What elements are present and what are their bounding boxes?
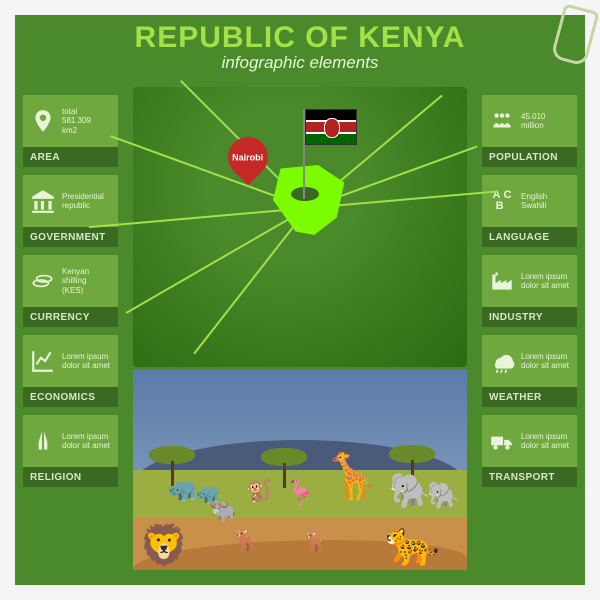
left-column: total581.309km2 AREA Presidentialrepublic G… bbox=[23, 95, 118, 495]
tile-currency: Kenyanshilling(KES) CURRENCY bbox=[23, 255, 118, 327]
safari-scene: 🦏🦏🐃🐒🦩🦒🐘🐘🦁🦌🦌🐆 bbox=[133, 370, 467, 570]
tile-label: TRANSPORT bbox=[482, 467, 577, 487]
ray bbox=[193, 207, 308, 354]
animal-icon: 🐆 bbox=[385, 522, 440, 566]
tile-text: total581.309km2 bbox=[62, 107, 112, 135]
page-subtitle: infographic elements bbox=[15, 53, 585, 73]
frame: REPUBLIC OF KENYA infographic elements t… bbox=[15, 15, 585, 585]
tile-label: WEATHER bbox=[482, 387, 577, 407]
kenya-flag-icon bbox=[305, 109, 357, 145]
capital-pin-icon: Nairobi bbox=[220, 129, 277, 186]
tile-area: total581.309km2 AREA bbox=[23, 95, 118, 167]
animal-icon: 🐘 bbox=[389, 474, 431, 508]
right-column: 45.010millionPOPULATIONA C BEnglishSwahi… bbox=[482, 95, 577, 495]
flag-base bbox=[291, 187, 319, 201]
tile-label: INDUSTRY bbox=[482, 307, 577, 327]
animal-icon: 🐃 bbox=[209, 500, 236, 522]
animal-icon: 🦌 bbox=[301, 530, 328, 552]
chart-icon bbox=[29, 347, 57, 375]
gov-icon bbox=[29, 187, 57, 215]
tile-text: Kenyanshilling(KES) bbox=[62, 267, 112, 295]
tile-text: Lorem ipsumdolor sit amet bbox=[521, 272, 571, 290]
animal-icon: 🦒 bbox=[323, 452, 380, 498]
tile-label: LANGUAGE bbox=[482, 227, 577, 247]
people-icon bbox=[488, 107, 516, 135]
tile-label: ECONOMICS bbox=[23, 387, 118, 407]
tile-language: A C BEnglishSwahiliLANGUAGE bbox=[482, 175, 577, 247]
tile-label: RELIGION bbox=[23, 467, 118, 487]
tile-label: CURRENCY bbox=[23, 307, 118, 327]
tile-text: Lorem ipsumdolor sit amet bbox=[62, 352, 112, 370]
tile-religion: Lorem ipsumdolor sit amet RELIGION bbox=[23, 415, 118, 487]
animal-icon: 🦏 bbox=[167, 478, 197, 502]
tile-economics: Lorem ipsumdolor sit amet ECONOMICS bbox=[23, 335, 118, 407]
tile-transport: Lorem ipsumdolor sit amet TRANSPORT bbox=[482, 415, 577, 487]
tile-label: AREA bbox=[23, 147, 118, 167]
animal-icon: 🦁 bbox=[139, 526, 189, 566]
animal-icon: 🐒 bbox=[245, 480, 272, 502]
tile-population: 45.010million POPULATION bbox=[482, 95, 577, 167]
animal-icon: 🦩 bbox=[285, 482, 315, 506]
tile-weather: Lorem ipsumdolor sit amet WEATHER bbox=[482, 335, 577, 407]
tile-label: GOVERNMENT bbox=[23, 227, 118, 247]
rain-icon bbox=[488, 347, 516, 375]
tile-text: Lorem ipsumdolor sit amet bbox=[521, 432, 571, 450]
capital-label: Nairobi bbox=[232, 152, 263, 162]
page-title: REPUBLIC OF KENYA bbox=[15, 21, 585, 55]
animal-icon: 🐘 bbox=[427, 482, 459, 508]
map-panel: Nairobi bbox=[133, 87, 467, 367]
tile-industry: Lorem ipsumdolor sit amet INDUSTRY bbox=[482, 255, 577, 327]
tile-text: EnglishSwahili bbox=[521, 192, 571, 210]
tile-text: Presidentialrepublic bbox=[62, 192, 112, 210]
tile-text: Lorem ipsumdolor sit amet bbox=[62, 432, 112, 450]
truck-icon bbox=[488, 427, 516, 455]
infographic-canvas: REPUBLIC OF KENYA infographic elements t… bbox=[0, 0, 600, 600]
coins-icon bbox=[29, 267, 57, 295]
tile-text: 45.010million bbox=[521, 112, 571, 130]
tile-government: Presidentialrepublic GOVERNMENT bbox=[23, 175, 118, 247]
pray-icon bbox=[29, 427, 57, 455]
tile-text: Lorem ipsumdolor sit amet bbox=[521, 352, 571, 370]
pin-icon bbox=[29, 107, 57, 135]
factory-icon bbox=[488, 267, 516, 295]
header: REPUBLIC OF KENYA infographic elements bbox=[15, 21, 585, 73]
ray bbox=[126, 207, 309, 314]
animal-icon: 🦌 bbox=[231, 528, 261, 552]
tile-label: POPULATION bbox=[482, 147, 577, 167]
